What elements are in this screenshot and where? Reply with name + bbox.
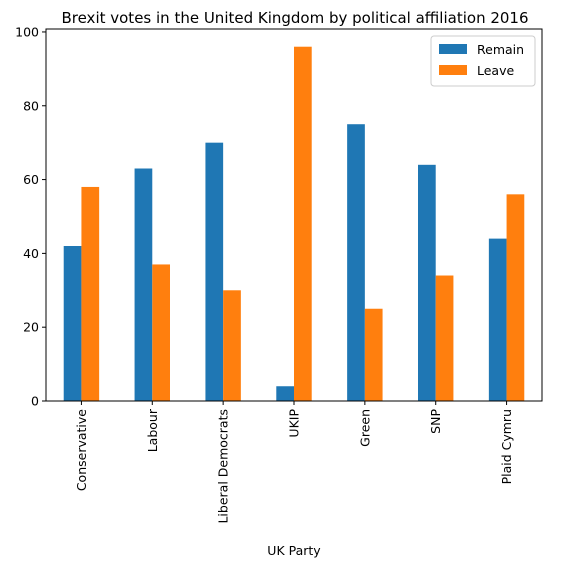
bar-leave-plaid-cymru	[506, 194, 525, 401]
bars-group	[63, 46, 525, 402]
plot-frame	[45, 28, 543, 402]
bar-remain-labour	[134, 168, 153, 401]
x-axis: Conservative Labour Liberal Democrats UKIP G…	[74, 401, 514, 524]
x-tick-label: UKIP	[287, 409, 302, 438]
x-tick-label: Plaid Cymru	[499, 409, 514, 484]
x-tick-label: Labour	[145, 408, 160, 452]
bar-leave-green	[364, 308, 383, 401]
chart-title: Brexit votes in the United Kingdom by po…	[61, 9, 528, 27]
y-tick-label: 0	[31, 394, 39, 409]
legend: Remain Leave	[430, 35, 536, 87]
legend-label-remain: Remain	[477, 42, 524, 57]
bar-remain-snp	[418, 164, 436, 401]
y-tick-label: 40	[23, 246, 39, 261]
legend-swatch-remain	[439, 44, 467, 54]
x-tick-label: SNP	[428, 409, 443, 434]
bar-leave-snp	[435, 275, 454, 401]
x-tick-label: Green	[357, 409, 372, 447]
bar-leave-ukip	[294, 46, 312, 402]
y-tick-label: 100	[15, 24, 39, 39]
bar-remain-liberal-democrats	[205, 142, 224, 402]
legend-swatch-leave	[439, 65, 467, 75]
x-tick-label: Liberal Democrats	[216, 409, 231, 524]
bar-remain-ukip	[276, 386, 294, 401]
bar-leave-labour	[152, 264, 170, 401]
y-tick-label: 20	[23, 320, 39, 335]
bar-leave-conservative	[81, 186, 100, 401]
bar-remain-conservative	[63, 246, 82, 401]
y-axis: 0 20 40 60 80 100	[15, 24, 46, 409]
bar-leave-liberal-democrats	[223, 290, 241, 401]
x-tick-label: Conservative	[74, 409, 89, 491]
bar-remain-green	[347, 124, 365, 402]
y-tick-label: 60	[23, 172, 39, 187]
y-tick-label: 80	[23, 98, 39, 113]
bar-remain-plaid-cymru	[488, 238, 507, 401]
legend-label-leave: Leave	[477, 63, 514, 78]
x-axis-label: UK Party	[267, 543, 321, 558]
